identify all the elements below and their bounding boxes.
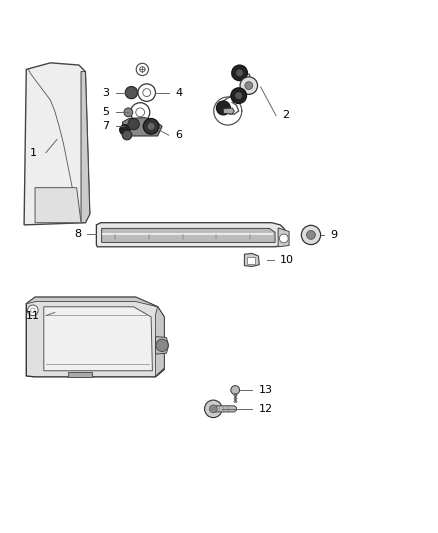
Polygon shape xyxy=(68,372,92,377)
Text: |: | xyxy=(215,234,217,239)
Text: 6: 6 xyxy=(175,130,182,140)
Circle shape xyxy=(205,400,222,418)
Text: 12: 12 xyxy=(258,404,272,414)
Circle shape xyxy=(307,231,315,239)
Text: |: | xyxy=(181,234,183,239)
Polygon shape xyxy=(81,71,90,223)
Circle shape xyxy=(148,123,155,130)
Text: |: | xyxy=(147,234,149,239)
Polygon shape xyxy=(213,406,237,412)
Polygon shape xyxy=(26,297,158,307)
Circle shape xyxy=(240,77,258,94)
Circle shape xyxy=(124,108,133,117)
Circle shape xyxy=(236,69,243,76)
Polygon shape xyxy=(155,336,169,354)
Circle shape xyxy=(138,84,155,101)
Polygon shape xyxy=(96,223,285,247)
Circle shape xyxy=(301,225,321,245)
Polygon shape xyxy=(44,307,152,371)
Circle shape xyxy=(156,339,168,351)
Circle shape xyxy=(136,63,148,76)
Circle shape xyxy=(231,386,240,394)
Text: 1: 1 xyxy=(30,148,37,158)
Polygon shape xyxy=(123,118,162,136)
Polygon shape xyxy=(26,297,164,377)
Circle shape xyxy=(28,305,38,316)
Text: 2: 2 xyxy=(283,110,290,120)
Text: 3: 3 xyxy=(102,87,110,98)
Circle shape xyxy=(216,101,230,115)
Polygon shape xyxy=(247,257,255,264)
Text: |: | xyxy=(249,234,251,239)
Circle shape xyxy=(125,86,138,99)
Circle shape xyxy=(128,118,139,130)
Text: |: | xyxy=(113,234,115,239)
Text: 9: 9 xyxy=(330,230,337,240)
Text: 11: 11 xyxy=(25,311,39,320)
Circle shape xyxy=(232,65,247,81)
Circle shape xyxy=(122,130,132,140)
Polygon shape xyxy=(155,307,164,376)
Polygon shape xyxy=(278,228,289,247)
Text: 10: 10 xyxy=(279,255,293,265)
Circle shape xyxy=(235,92,242,99)
Circle shape xyxy=(245,82,253,90)
Circle shape xyxy=(131,103,150,122)
Text: 13: 13 xyxy=(258,385,272,395)
Text: 8: 8 xyxy=(74,229,81,239)
Circle shape xyxy=(143,118,159,134)
Text: 4: 4 xyxy=(175,87,182,98)
Circle shape xyxy=(231,88,247,103)
Text: 7: 7 xyxy=(102,122,110,131)
Polygon shape xyxy=(24,63,90,225)
Circle shape xyxy=(279,234,288,243)
Circle shape xyxy=(120,125,130,135)
Text: 5: 5 xyxy=(102,107,110,117)
Polygon shape xyxy=(244,253,259,266)
Circle shape xyxy=(209,405,217,413)
Polygon shape xyxy=(223,108,234,114)
Polygon shape xyxy=(35,188,81,223)
Polygon shape xyxy=(102,229,275,243)
